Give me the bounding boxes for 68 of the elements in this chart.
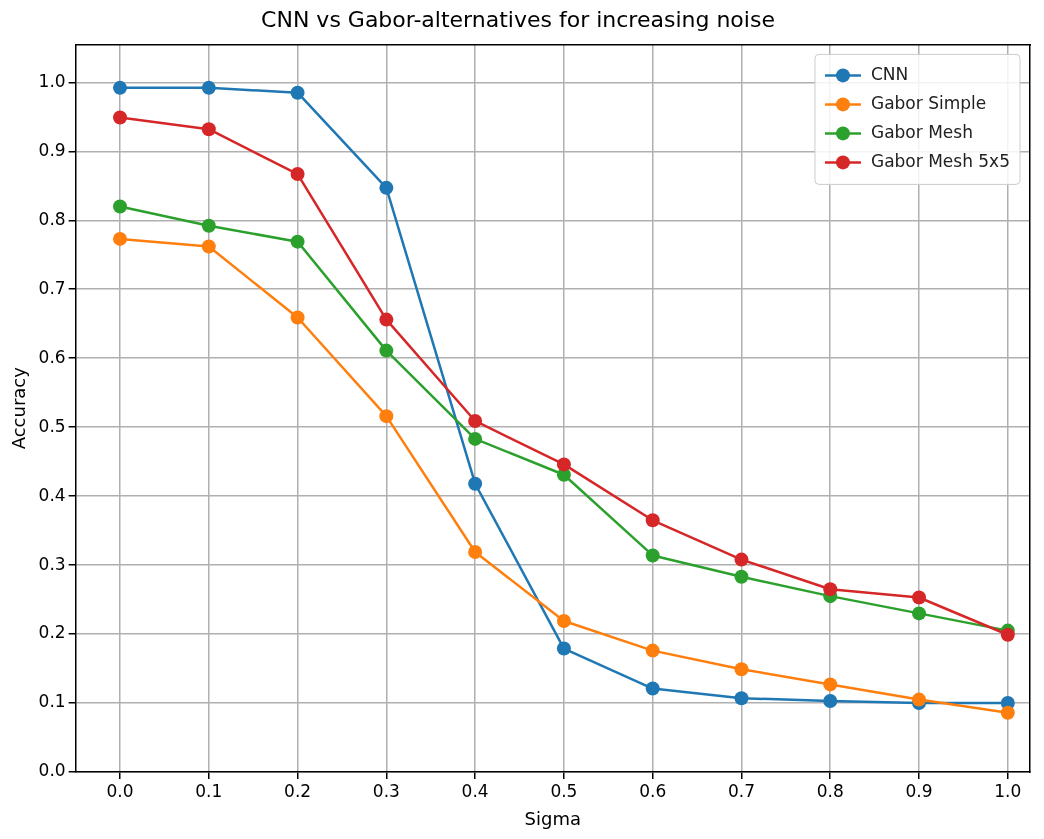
x-tick-label: 0.8: [816, 780, 844, 801]
y-tick-label: 0.6: [38, 346, 66, 367]
point: [556, 641, 571, 656]
point: [290, 310, 305, 325]
legend-label: Gabor Mesh 5x5: [870, 150, 1010, 171]
point: [468, 431, 483, 446]
point: [201, 218, 216, 233]
point: [201, 239, 216, 254]
chart-title: CNN vs Gabor-alternatives for increasing noise: [261, 6, 775, 32]
point: [1000, 705, 1015, 720]
y-tick-label: 0.2: [38, 622, 66, 643]
point: [379, 180, 394, 195]
x-tick-label: 0.2: [284, 780, 312, 801]
legend-label: CNN: [870, 63, 909, 84]
point: [912, 590, 927, 605]
point: [645, 643, 660, 658]
point: [823, 677, 838, 692]
point: [823, 693, 838, 708]
y-tick-label: 0.3: [38, 553, 66, 574]
x-tick-label: 1.0: [994, 780, 1022, 801]
point: [823, 582, 838, 597]
point: [645, 548, 660, 563]
x-tick-label: 0.4: [461, 780, 489, 801]
point: [645, 681, 660, 696]
point: [734, 691, 749, 706]
legend-label: Gabor Mesh: [870, 121, 973, 142]
y-tick-label: 0.4: [38, 484, 66, 505]
y-tick-label: 0.5: [38, 415, 66, 436]
point: [556, 613, 571, 628]
legend-label: Gabor Simple: [870, 92, 987, 113]
x-tick-label: 0.5: [550, 780, 578, 801]
x-axis-title: Sigma: [524, 807, 582, 829]
point: [201, 80, 216, 95]
point: [113, 80, 128, 95]
point: [468, 413, 483, 428]
y-tick-label: 1.0: [38, 70, 66, 91]
point: [912, 606, 927, 621]
x-tick-label: 0.3: [372, 780, 400, 801]
point: [912, 692, 927, 707]
y-tick-label: 0.0: [38, 760, 66, 781]
y-tick-label: 0.9: [38, 139, 66, 160]
point: [556, 457, 571, 472]
point: [1000, 627, 1015, 642]
point: [645, 513, 660, 528]
point: [734, 569, 749, 584]
y-axis-title: Accuracy: [8, 366, 30, 450]
point: [734, 662, 749, 677]
point: [734, 552, 749, 567]
y-tick-label: 0.1: [38, 691, 66, 712]
point: [113, 110, 128, 125]
x-tick-label: 0.7: [727, 780, 755, 801]
x-tick-label: 0.9: [905, 780, 933, 801]
point: [201, 122, 216, 137]
point: [113, 199, 128, 214]
point: [290, 234, 305, 249]
point: [379, 312, 394, 327]
y-tick-label: 0.8: [38, 208, 66, 229]
x-tick-label: 0.1: [195, 780, 223, 801]
x-tick-label: 0.0: [106, 780, 134, 801]
point: [379, 409, 394, 424]
point: [113, 231, 128, 246]
point: [379, 343, 394, 358]
point: [290, 167, 305, 182]
point: [468, 545, 483, 559]
y-tick-label: 0.7: [38, 277, 66, 298]
point: [290, 85, 305, 100]
x-tick-label: 0.6: [639, 780, 667, 801]
point: [468, 476, 483, 491]
